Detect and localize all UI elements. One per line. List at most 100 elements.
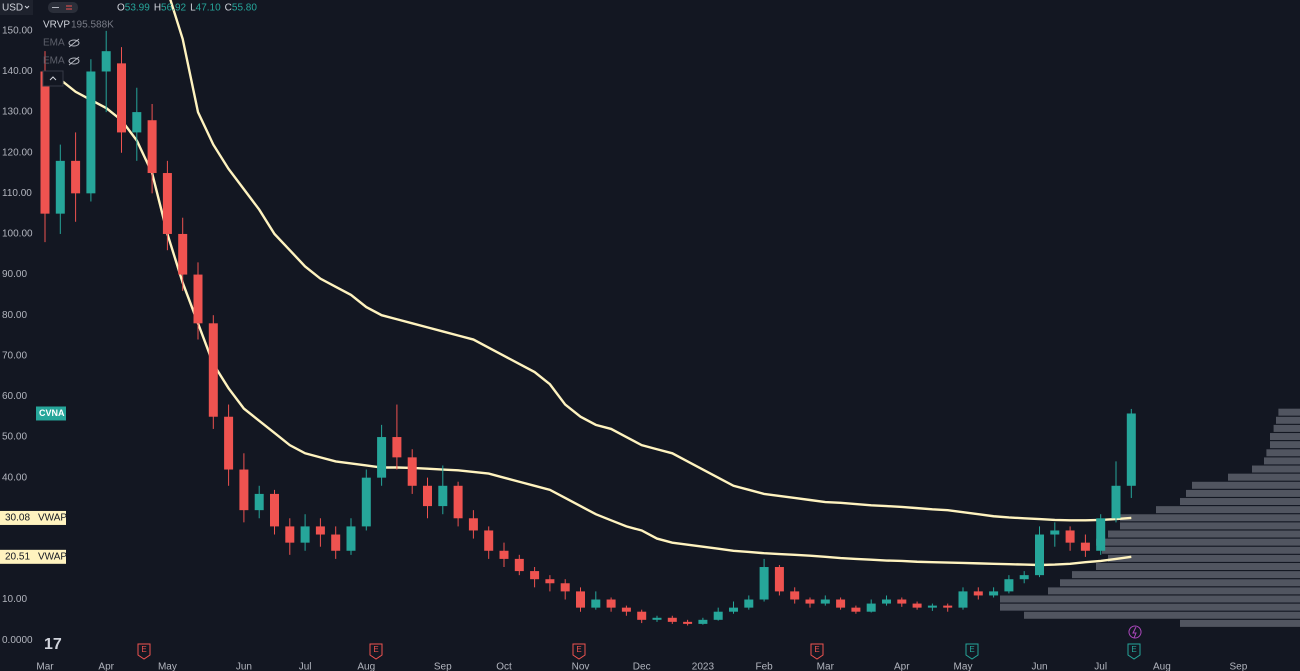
indicator-name[interactable]: EMA [43, 38, 65, 49]
candle-body [377, 437, 387, 478]
candle-body [1096, 518, 1106, 551]
candle-body [530, 571, 540, 580]
y-tick-label: 100.00 [2, 229, 33, 240]
dividend-icon[interactable] [1128, 625, 1142, 639]
candle-body [927, 605, 937, 608]
candle-body [912, 603, 922, 608]
profile-bar [1120, 514, 1300, 522]
x-tick-label: Oct [496, 662, 512, 671]
profile-bar [1270, 441, 1300, 449]
candle-body [591, 599, 601, 608]
x-tick-label: Sep [1230, 662, 1248, 671]
currency-button[interactable] [0, 0, 33, 15]
earnings-marker[interactable] [1127, 643, 1141, 660]
candle-body [193, 274, 203, 324]
y-tick-label: 90.00 [2, 269, 27, 280]
candle-body [132, 112, 142, 133]
profile-bar [1108, 554, 1300, 562]
indicator-name[interactable]: EMA [43, 56, 65, 67]
ohlc-value: 56.92 [161, 3, 186, 14]
x-tick-label: 2023 [692, 662, 715, 671]
profile-bar [1156, 506, 1300, 514]
indicator-name[interactable]: VRVP [43, 20, 70, 31]
y-tick-label: 150.00 [2, 26, 33, 37]
axes: 0.0000 10.00 40.00 50.00 60.00 70.00 80.00 90.0… [0, 26, 1248, 671]
earnings-marker[interactable] [810, 643, 824, 660]
candle-body [55, 160, 65, 214]
candle-body [606, 599, 616, 608]
x-tick-label: Jul [299, 662, 312, 671]
candle-body [1126, 413, 1136, 486]
candle-body [759, 567, 769, 600]
candle-body [637, 611, 647, 620]
candle-body [239, 469, 249, 511]
candle-body [1050, 530, 1060, 535]
ohlc-legend: O 53.99 H 56.92 L 47.10 C 55.80 [117, 3, 257, 14]
candle-body [331, 534, 341, 551]
candle-body [774, 567, 784, 592]
profile-bar [1180, 619, 1300, 627]
candle-body [40, 71, 50, 214]
candle-body [958, 591, 968, 608]
candle-body [468, 518, 478, 531]
candle-body [667, 617, 677, 622]
collapse-button[interactable] [42, 70, 64, 87]
candle-body [1019, 575, 1029, 580]
price-tag-bg [0, 549, 66, 564]
earnings-marker[interactable] [137, 643, 151, 660]
x-tick-label: Feb [755, 662, 773, 671]
x-tick-label: May [158, 662, 177, 671]
y-tick-label: 70.00 [2, 350, 27, 361]
price-tag: 30.08 [5, 513, 30, 524]
y-tick-label: 40.00 [2, 472, 27, 483]
profile-bar [1072, 571, 1300, 579]
candle-body [1111, 485, 1121, 519]
icon [66, 5, 72, 10]
symbol-tag: CVNA [39, 408, 65, 418]
y-tick-label: 10.00 [2, 594, 27, 605]
profile-bar [1186, 489, 1300, 497]
candle-body [897, 599, 907, 604]
ohlc-value: 55.80 [232, 3, 257, 14]
logo[interactable]: 17 [44, 636, 62, 653]
x-tick-label: Dec [633, 662, 651, 671]
candle-body [361, 477, 371, 527]
earnings-marker[interactable] [572, 643, 586, 660]
candle-body [729, 607, 738, 612]
candle-body [407, 457, 417, 486]
x-tick-label: Sep [434, 662, 452, 671]
candle-body [973, 591, 983, 596]
candle-body [178, 233, 188, 275]
candle-body [698, 619, 708, 624]
profile-bar [1096, 538, 1300, 546]
vwap-line [44, 70, 1132, 567]
candle-body [346, 526, 356, 551]
earnings-label: E [141, 645, 146, 654]
earnings-marker[interactable] [965, 643, 979, 660]
ohlc-value: 53.99 [125, 3, 150, 14]
x-tick-label: Jun [236, 662, 252, 671]
candle-body [943, 605, 953, 608]
x-tick-label: Mar [36, 662, 54, 671]
candle-body [790, 591, 800, 600]
hidden-icons[interactable] [68, 38, 80, 66]
currency[interactable]: USD [2, 3, 23, 14]
candle-body [438, 485, 448, 507]
profile-bar [1000, 595, 1300, 603]
y-tick-label: 120.00 [2, 147, 33, 158]
earnings-label: E [814, 645, 819, 654]
earnings-label: E [1131, 645, 1136, 654]
x-tick-label: Jul [1094, 662, 1107, 671]
profile-bar [1180, 498, 1300, 506]
earnings-marker[interactable] [369, 643, 383, 660]
candle-body [101, 51, 111, 72]
y-tick-label: 110.00 [2, 188, 32, 199]
profile-bar [1120, 522, 1300, 530]
profile-bar [1278, 408, 1300, 416]
legend-toggle[interactable] [48, 2, 78, 13]
candle-body [621, 607, 631, 612]
y-tick-label: 80.00 [2, 310, 27, 321]
x-tick-label: Nov [572, 662, 590, 671]
